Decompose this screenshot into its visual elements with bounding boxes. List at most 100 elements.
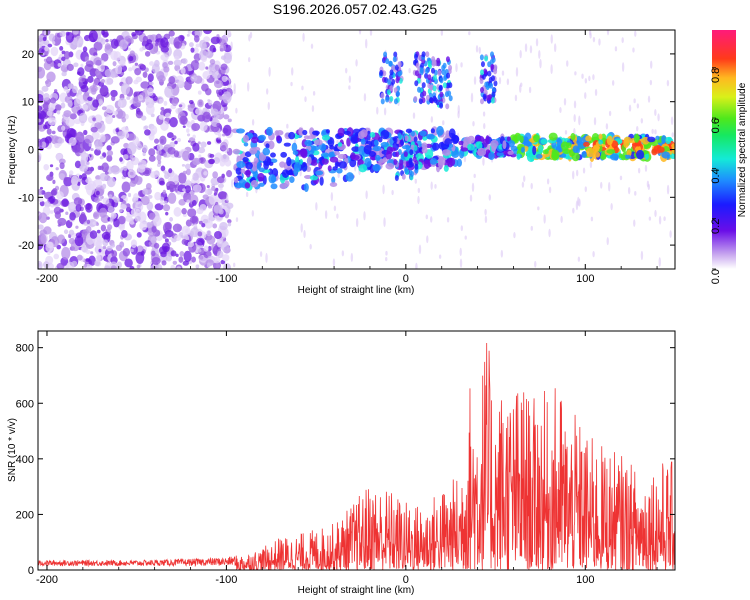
spectrogram-x-tick-label: -200 xyxy=(36,273,58,285)
spectrogram-cell xyxy=(327,165,332,172)
spectrogram-cell xyxy=(38,105,43,112)
spectrogram-cell xyxy=(573,100,577,109)
spectrogram-cell xyxy=(43,163,50,171)
spectrogram-cell xyxy=(39,200,45,207)
spectrogram-cell xyxy=(671,132,674,138)
spectrogram-cell xyxy=(197,99,204,108)
spectrogram-cell xyxy=(667,136,673,142)
spectrogram-cell xyxy=(295,156,300,164)
spectrogram-cell xyxy=(438,254,442,259)
spectrogram-cell xyxy=(119,157,123,162)
spectrogram-cell xyxy=(417,187,421,193)
spectrogram-cell xyxy=(205,66,209,70)
colorbar-tick-label: 0.0 xyxy=(710,269,722,284)
spectrogram-cell xyxy=(153,242,160,249)
spectrogram-cell xyxy=(395,90,400,97)
colorbar-ticks: 0.0 0.2 0.4 0.6 0.8 xyxy=(710,67,722,284)
spectrogram-cell xyxy=(106,154,113,162)
spectrogram-cell xyxy=(142,71,148,78)
spectrogram-cell xyxy=(48,103,56,111)
snr-x-tick-label: -200 xyxy=(36,574,58,586)
spectrogram-cell xyxy=(346,137,351,147)
spectrogram-cell xyxy=(157,75,166,83)
spectrogram-cell xyxy=(532,145,537,156)
spectrogram-cell xyxy=(383,107,387,116)
spectrogram-cell xyxy=(194,223,198,228)
spectrogram-cell xyxy=(212,223,218,229)
spectrogram-cell xyxy=(163,153,167,158)
spectrogram-cell xyxy=(458,140,464,146)
spectrogram-cell xyxy=(258,134,267,141)
spectrogram-cell xyxy=(528,145,533,153)
spectrogram-cell xyxy=(68,229,75,236)
spectrogram-cell xyxy=(421,51,426,58)
spectrogram-cell xyxy=(129,217,136,225)
spectrogram-cell xyxy=(385,162,395,170)
spectrogram-cell xyxy=(473,76,477,85)
spectrogram-cell xyxy=(293,167,299,177)
spectrogram-cell xyxy=(284,180,290,188)
spectrogram-cell xyxy=(72,85,78,94)
spectrogram-cell xyxy=(222,124,232,136)
spectrogram-cell xyxy=(110,50,118,61)
spectrogram-cell xyxy=(101,183,107,190)
spectrogram-cell xyxy=(621,37,624,44)
spectrogram-cell xyxy=(310,43,314,49)
spectrogram-cell xyxy=(106,245,113,252)
spectrogram-cell xyxy=(137,111,143,116)
spectrogram-cell xyxy=(421,142,428,149)
spectrogram-cell xyxy=(442,120,445,126)
spectrogram-cell xyxy=(528,86,532,94)
spectrogram-cell xyxy=(501,70,505,76)
spectrogram-cell xyxy=(321,158,329,165)
spectrogram-cell xyxy=(419,67,424,74)
spectrogram-cell xyxy=(621,62,625,72)
spectrogram-cell xyxy=(469,194,473,202)
spectrogram-cell xyxy=(389,85,394,92)
spectrogram-cell xyxy=(190,227,200,238)
spectrogram-cell xyxy=(51,130,56,135)
spectrogram-cell xyxy=(140,81,150,89)
spectrogram-cell xyxy=(318,143,327,151)
spectrogram-cell xyxy=(80,63,84,68)
spectrogram-cell xyxy=(394,64,399,71)
spectrogram-cell xyxy=(553,43,557,53)
spectrogram-cell xyxy=(134,91,139,96)
spectrogram-cell xyxy=(213,157,221,165)
spectrogram-cell xyxy=(336,168,343,174)
spectrogram-cell xyxy=(38,66,42,73)
spectrogram-cell xyxy=(439,102,444,109)
spectrogram-cell xyxy=(129,171,134,176)
spectrogram-cell xyxy=(124,131,130,139)
spectrogram-cell xyxy=(395,77,400,84)
spectrogram-y-tick-label: 20 xyxy=(22,49,34,61)
spectrogram-cell xyxy=(102,197,110,205)
spectrogram-cell xyxy=(351,146,361,152)
spectrogram-cell xyxy=(145,103,155,115)
spectrogram-cell xyxy=(589,32,592,39)
spectrogram-cell xyxy=(107,224,113,230)
spectrogram-cell xyxy=(575,200,579,211)
spectrogram-cell xyxy=(207,245,212,252)
spectrogram-cell xyxy=(110,265,117,269)
spectrogram-cell xyxy=(202,70,211,80)
spectrogram-cell xyxy=(84,134,94,144)
spectrogram-cell xyxy=(574,71,577,76)
spectrogram-cell xyxy=(236,128,245,134)
spectrogram-cell xyxy=(58,173,65,180)
spectrogram-cell xyxy=(363,93,367,102)
spectrogram-cell xyxy=(160,165,166,172)
spectrogram-cell xyxy=(312,90,316,96)
spectrogram-cell xyxy=(250,136,259,144)
spectrogram-y-tick-label: 10 xyxy=(22,97,34,109)
spectrogram-cell xyxy=(430,128,435,134)
spectrogram-cell xyxy=(209,58,216,65)
spectrogram-cell xyxy=(600,181,603,189)
spectrogram-cell xyxy=(348,85,351,90)
spectrogram-cell xyxy=(57,62,62,67)
spectrogram-cell xyxy=(185,219,192,227)
spectrogram-cell xyxy=(64,177,68,182)
spectrogram-cell xyxy=(208,158,215,165)
spectrogram-cell xyxy=(39,98,44,104)
